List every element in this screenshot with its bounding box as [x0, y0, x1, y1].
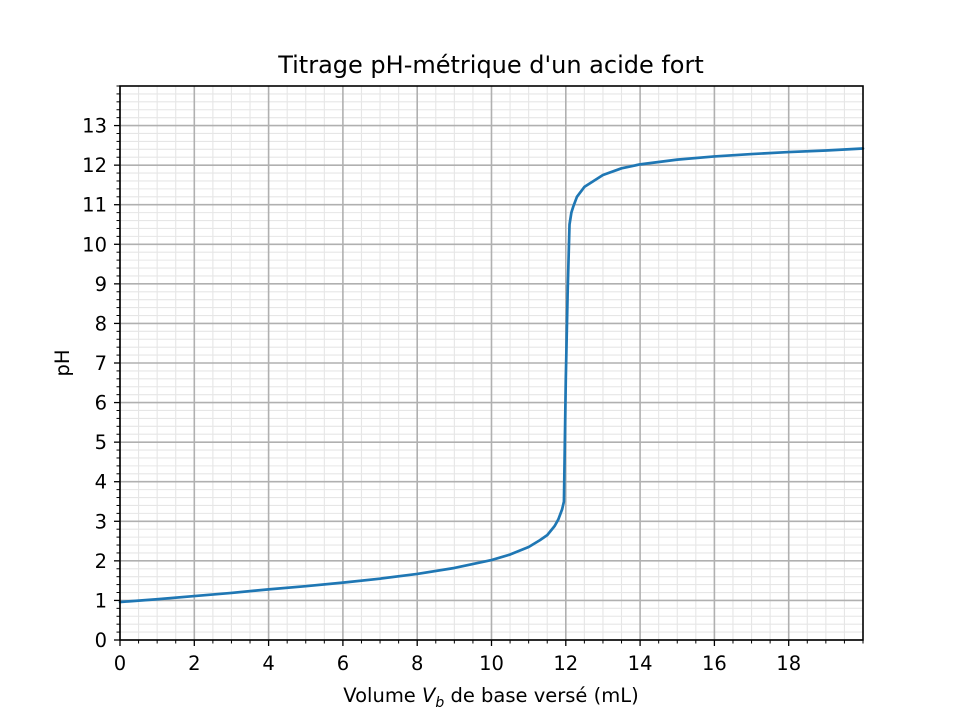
ph-curve-series-line: [118, 147, 865, 604]
y-tick-label: 5: [95, 431, 107, 454]
y-tick-label: 11: [82, 194, 107, 217]
y-tick-label: 9: [95, 273, 107, 296]
series-layer: [118, 147, 865, 604]
x-axis-label-suffix: de base versé (mL): [444, 684, 638, 707]
y-tick-label: 8: [95, 312, 107, 335]
x-tick-label: 8: [411, 652, 423, 675]
x-tick-label: 6: [337, 652, 349, 675]
x-tick-label: 14: [628, 652, 653, 675]
x-tick-label: 0: [114, 652, 126, 675]
x-tick-label: 18: [776, 652, 801, 675]
y-axis-label: pH: [51, 349, 74, 376]
y-tick-label: 10: [82, 233, 107, 256]
axis-ticks: [114, 85, 864, 646]
y-tick-label: 0: [95, 629, 107, 652]
x-axis-label-variable: V: [422, 684, 437, 707]
x-axis-label-subscript: b: [435, 695, 444, 711]
y-tick-label: 12: [82, 154, 107, 177]
x-tick-label: 2: [188, 652, 200, 675]
y-tick-label: 6: [95, 392, 107, 415]
x-tick-labels: 0 2 4 6 8 10 12 14 16 18: [114, 652, 801, 675]
x-tick-label: 12: [553, 652, 578, 675]
y-tick-label: 3: [95, 510, 107, 533]
chart-title: Titrage pH-métrique d'un acide fort: [277, 51, 704, 79]
x-tick-label: 16: [702, 652, 727, 675]
x-axis-label-prefix: Volume: [343, 684, 422, 707]
y-tick-label: 13: [82, 115, 107, 138]
x-axis-label: Volume Vb de base versé (mL): [343, 684, 638, 711]
x-tick-label: 4: [262, 652, 274, 675]
y-tick-label: 2: [95, 550, 107, 573]
y-tick-label: 7: [95, 352, 107, 375]
y-tick-label: 4: [95, 471, 107, 494]
x-tick-label: 10: [479, 652, 504, 675]
y-tick-label: 1: [95, 589, 107, 612]
